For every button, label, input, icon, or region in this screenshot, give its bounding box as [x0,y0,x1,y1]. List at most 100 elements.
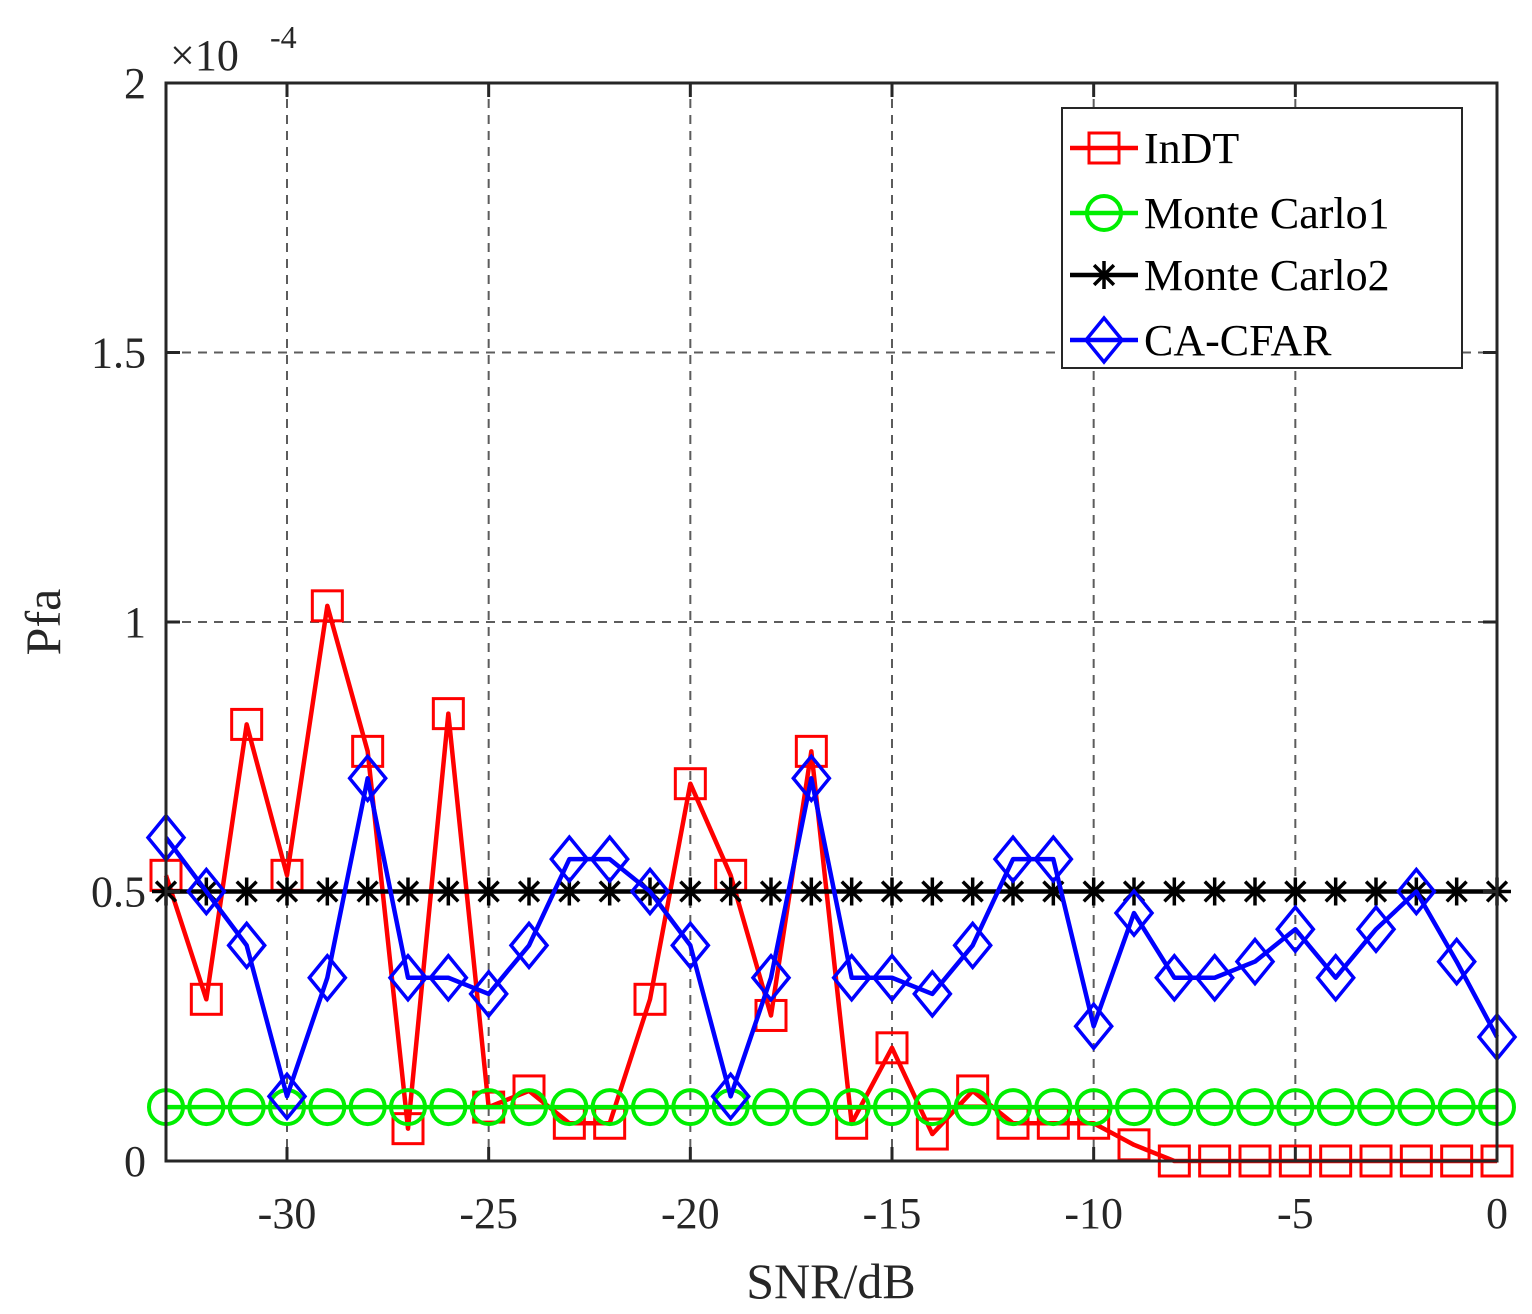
data-point-ca-cfar [1275,904,1316,954]
x-axis-label: SNR/dB [746,1253,916,1309]
data-point-monte-carlo1 [671,1088,710,1127]
data-point-indt [391,1112,425,1146]
data-point-monte-carlo1 [1397,1088,1436,1127]
data-point-monte-carlo2 [515,877,543,906]
data-point-monte-carlo1 [187,1088,226,1127]
data-point-ca-cfar [226,920,267,971]
x-tick-label: 0 [1486,1189,1508,1238]
data-point-monte-carlo1 [590,1088,629,1127]
legend-box [1061,107,1463,369]
data-point-ca-cfar [710,1071,751,1122]
data-point-monte-carlo1 [1236,1088,1274,1127]
data-point-ca-cfar [912,969,953,1019]
x-tick-label: -30 [258,1189,317,1238]
data-point-ca-cfar [266,1071,308,1122]
data-point-ca-cfar [589,834,630,884]
data-point-ca-cfar [791,753,832,804]
legend-entry-indt: InDT [1070,124,1239,173]
data-point-ca-cfar [1154,952,1195,1003]
data-point-monte-carlo1 [429,1088,468,1127]
data-point-ca-cfar [1355,904,1397,954]
data-point-ca-cfar [670,920,711,971]
y-multiplier-label: ×10 [170,31,239,80]
data-point-monte-carlo2 [595,877,624,906]
data-point-ca-cfar [1436,936,1477,987]
data-point-monte-carlo1 [953,1088,992,1127]
y-exponent-label: -4 [270,19,297,55]
data-point-monte-carlo2 [232,877,261,906]
y-tick-label: 0 [124,1137,146,1186]
data-point-ca-cfar [307,952,348,1003]
data-point-indt [875,1031,909,1065]
data-point-monte-carlo2 [353,877,382,906]
data-point-monte-carlo1 [510,1088,548,1127]
data-point-indt [915,1117,949,1151]
x-tick-label: -25 [459,1189,518,1238]
legend-marker-indt [1087,131,1121,165]
data-point-monte-carlo2 [797,877,826,906]
data-point-monte-carlo2 [1079,877,1108,906]
y-tick-label: 2 [124,59,146,108]
data-point-monte-carlo2 [434,877,463,906]
data-point-monte-carlo1 [994,1088,1032,1127]
data-point-monte-carlo1 [550,1088,589,1127]
data-point-ca-cfar [428,952,469,1003]
data-point-monte-carlo2 [716,877,745,906]
data-point-monte-carlo1 [389,1088,427,1127]
data-point-monte-carlo2 [676,877,705,906]
data-point-ca-cfar [1073,1001,1114,1052]
data-point-monte-carlo1 [227,1088,266,1127]
data-point-monte-carlo2 [1200,877,1229,906]
data-point-monte-carlo1 [1316,1088,1355,1127]
data-point-ca-cfar [387,952,429,1003]
data-point-ca-cfar [952,920,993,971]
data-point-ca-cfar [1234,936,1276,987]
data-point-monte-carlo2 [958,877,987,906]
data-point-monte-carlo1 [1357,1088,1395,1127]
data-point-ca-cfar [1315,952,1356,1003]
data-point-indt [673,767,707,801]
legend-entry-monte-carlo2: Monte Carlo2 [1070,251,1390,300]
data-point-indt [351,734,385,768]
legend-label: CA-CFAR [1144,316,1332,365]
legend-marker-monte-carlo2 [1090,261,1118,289]
data-point-indt [633,982,667,1016]
data-point-monte-carlo2 [1160,877,1189,906]
y-tick-label: 0.5 [91,868,146,917]
legend-label: Monte Carlo2 [1144,251,1390,300]
data-point-ca-cfar [750,952,792,1003]
data-point-indt [431,697,465,731]
data-point-monte-carlo2 [1039,877,1068,906]
data-point-monte-carlo1 [752,1088,790,1127]
data-point-monte-carlo2 [1321,877,1350,906]
x-tick-label: -5 [1277,1189,1314,1238]
data-point-monte-carlo2 [273,877,301,906]
legend-entry-monte-carlo1: Monte Carlo1 [1070,189,1390,238]
data-point-ca-cfar [186,866,227,917]
data-point-ca-cfar [1396,866,1437,917]
x-tick-label: -15 [863,1189,922,1238]
data-point-monte-carlo2 [999,877,1027,906]
data-point-indt [310,589,344,623]
data-point-monte-carlo1 [792,1088,831,1127]
data-point-monte-carlo2 [918,877,947,906]
data-point-ca-cfar [549,834,590,884]
y-tick-label: 1.5 [91,329,146,378]
data-point-monte-carlo2 [1281,877,1310,906]
x-tick-label: -10 [1064,1189,1123,1238]
data-point-ca-cfar [1194,952,1235,1003]
legend-label: Monte Carlo1 [1144,189,1390,238]
data-point-indt [794,734,828,768]
y-tick-label: 1 [124,598,146,647]
data-point-monte-carlo2 [837,877,866,906]
x-tick-label: -20 [661,1189,720,1238]
data-point-monte-carlo1 [1437,1088,1476,1127]
data-point-monte-carlo1 [469,1088,508,1127]
data-point-monte-carlo1 [308,1088,347,1127]
legend-label: InDT [1144,124,1239,173]
y-axis-label: Pfa [15,589,71,656]
data-point-monte-carlo1 [1195,1088,1234,1127]
data-point-monte-carlo2 [313,877,342,906]
data-point-ca-cfar [1033,834,1074,884]
